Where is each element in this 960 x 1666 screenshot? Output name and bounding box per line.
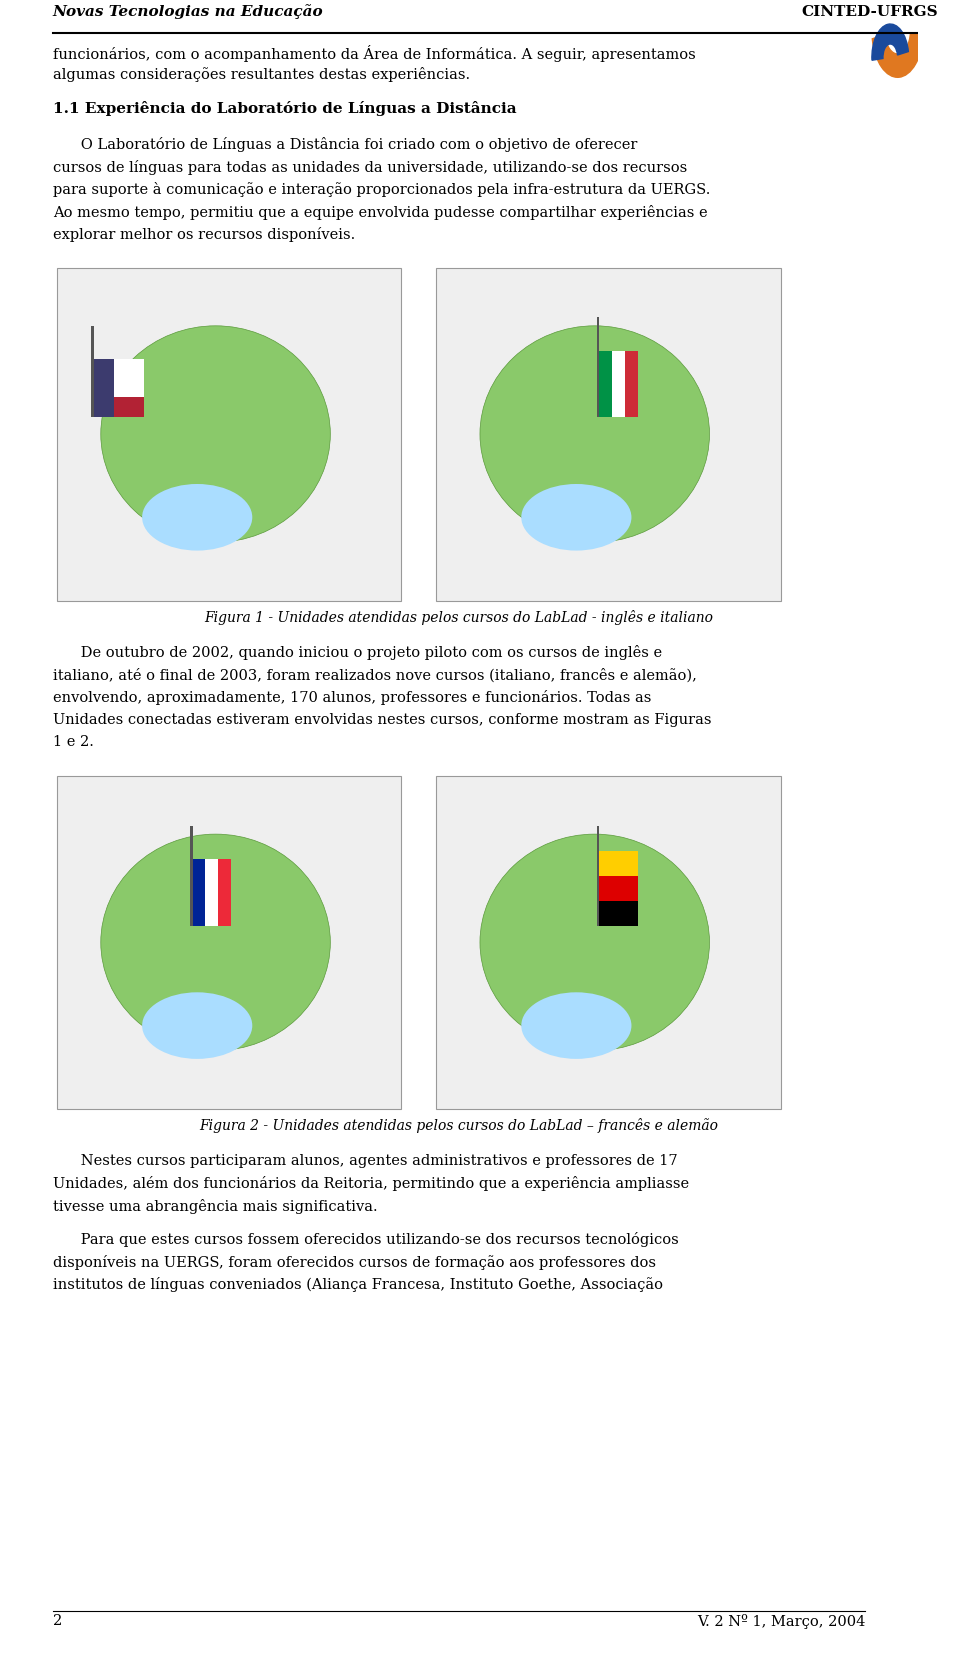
Bar xyxy=(437,776,780,1110)
Text: V. 2 Nº 1, Março, 2004: V. 2 Nº 1, Março, 2004 xyxy=(697,1614,866,1629)
Text: cursos de línguas para todas as unidades da universidade, utilizando-se dos recu: cursos de línguas para todas as unidades… xyxy=(53,160,686,175)
Text: para suporte à comunicação e interação proporcionados pela infra-estrutura da UE: para suporte à comunicação e interação p… xyxy=(53,182,710,197)
Text: Figura 1 - Unidades atendidas pelos cursos do LabLad - inglês e italiano: Figura 1 - Unidades atendidas pelos curs… xyxy=(204,610,713,625)
Bar xyxy=(599,352,612,418)
Ellipse shape xyxy=(142,485,252,550)
Ellipse shape xyxy=(521,993,632,1060)
Text: De outubro de 2002, quando iniciou o projeto piloto com os cursos de inglês e: De outubro de 2002, quando iniciou o pro… xyxy=(53,645,661,660)
Bar xyxy=(91,327,94,418)
Bar xyxy=(205,860,218,926)
Bar xyxy=(612,352,625,418)
Text: Para que estes cursos fossem oferecidos utilizando-se dos recursos tecnológicos: Para que estes cursos fossem oferecidos … xyxy=(53,1233,679,1248)
Text: Unidades, além dos funcionários da Reitoria, permitindo que a experiência amplia: Unidades, além dos funcionários da Reito… xyxy=(53,1176,688,1191)
Wedge shape xyxy=(873,33,924,77)
Bar xyxy=(437,268,780,600)
Text: algumas considerações resultantes destas experiências.: algumas considerações resultantes destas… xyxy=(53,68,469,83)
Text: Nestes cursos participaram alunos, agentes administrativos e professores de 17: Nestes cursos participaram alunos, agent… xyxy=(53,1155,677,1168)
Ellipse shape xyxy=(480,835,709,1051)
Text: italiano, até o final de 2003, foram realizados nove cursos (italiano, francês e: italiano, até o final de 2003, foram rea… xyxy=(53,668,696,683)
Text: 2: 2 xyxy=(53,1614,61,1628)
Bar xyxy=(599,876,637,901)
Bar xyxy=(94,360,144,380)
Ellipse shape xyxy=(142,993,252,1060)
Ellipse shape xyxy=(101,327,330,541)
Text: envolvendo, aproximadamente, 170 alunos, professores e funcionários. Todas as: envolvendo, aproximadamente, 170 alunos,… xyxy=(53,690,651,705)
Bar xyxy=(190,826,193,926)
Bar xyxy=(596,318,599,418)
Ellipse shape xyxy=(521,485,632,550)
Bar xyxy=(625,352,637,418)
Bar xyxy=(58,268,401,600)
Bar xyxy=(94,380,144,398)
Bar xyxy=(599,901,637,926)
Text: 1.1 Experiência do Laboratório de Línguas a Distância: 1.1 Experiência do Laboratório de Língua… xyxy=(53,102,516,117)
Bar xyxy=(599,851,637,876)
Text: explorar melhor os recursos disponíveis.: explorar melhor os recursos disponíveis. xyxy=(53,227,355,242)
Text: O Laboratório de Línguas a Distância foi criado com o objetivo de oferecer: O Laboratório de Línguas a Distância foi… xyxy=(53,137,637,152)
Text: CINTED-UFRGS: CINTED-UFRGS xyxy=(802,5,938,18)
Text: Ao mesmo tempo, permitiu que a equipe envolvida pudesse compartilhar experiência: Ao mesmo tempo, permitiu que a equipe en… xyxy=(53,205,708,220)
Text: Novas Tecnologias na Educação: Novas Tecnologias na Educação xyxy=(53,3,324,18)
Bar xyxy=(193,860,205,926)
Wedge shape xyxy=(872,23,908,60)
Ellipse shape xyxy=(101,835,330,1051)
Text: disponíveis na UERGS, foram oferecidos cursos de formação aos professores dos: disponíveis na UERGS, foram oferecidos c… xyxy=(53,1254,656,1269)
Text: institutos de línguas conveniados (Aliança Francesa, Instituto Goethe, Associaçã: institutos de línguas conveniados (Alian… xyxy=(53,1278,662,1293)
Bar xyxy=(58,776,401,1110)
Ellipse shape xyxy=(480,327,709,541)
Text: Figura 2 - Unidades atendidas pelos cursos do LabLad – francês e alemão: Figura 2 - Unidades atendidas pelos curs… xyxy=(200,1118,718,1133)
Text: funcionários, com o acompanhamento da Área de Informática. A seguir, apresentamo: funcionários, com o acompanhamento da Ár… xyxy=(53,45,695,62)
Bar xyxy=(218,860,231,926)
Text: 1 e 2.: 1 e 2. xyxy=(53,735,93,750)
Text: tivesse uma abrangência mais significativa.: tivesse uma abrangência mais significati… xyxy=(53,1200,377,1215)
Bar xyxy=(94,360,144,418)
Bar xyxy=(596,826,599,926)
Text: Unidades conectadas estiveram envolvidas nestes cursos, conforme mostram as Figu: Unidades conectadas estiveram envolvidas… xyxy=(53,713,711,726)
Bar xyxy=(94,360,114,418)
